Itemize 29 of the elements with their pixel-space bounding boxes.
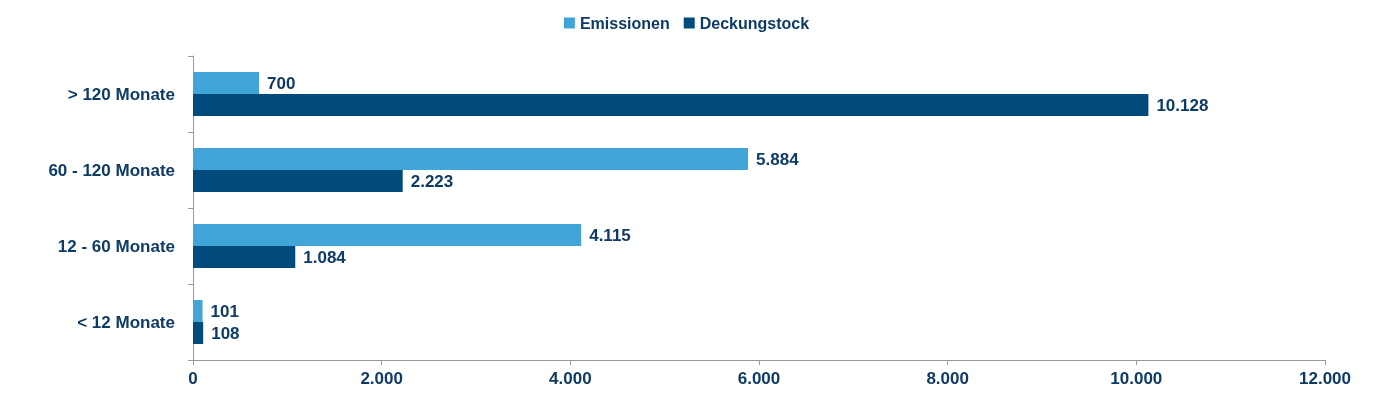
x-tick-label: 6.000 xyxy=(737,369,781,388)
bar xyxy=(193,224,582,246)
bar xyxy=(193,72,260,94)
legend-label: Deckungstock xyxy=(699,14,810,32)
bar xyxy=(193,300,203,322)
bar xyxy=(193,148,749,170)
x-tick-label: 2.000 xyxy=(360,369,403,388)
data-label: 1.084 xyxy=(303,247,347,267)
x-tick-label: 4.000 xyxy=(549,369,592,388)
legend-label: Emissionen xyxy=(579,14,670,32)
data-label: 4.115 xyxy=(589,225,631,245)
data-label: 108 xyxy=(211,323,240,343)
data-label: 2.223 xyxy=(410,171,454,191)
bar xyxy=(193,246,296,268)
x-tick-label: 10.000 xyxy=(1110,369,1163,388)
x-tick-label: 8.000 xyxy=(926,369,969,388)
bar xyxy=(193,94,1149,116)
y-tick-label: 12 - 60 Monate xyxy=(57,236,175,256)
bar xyxy=(193,322,204,344)
x-tick-label: 0 xyxy=(188,369,198,388)
y-tick-label: > 120 Monate xyxy=(67,84,175,104)
data-label: 101 xyxy=(210,301,239,321)
data-label: 5.884 xyxy=(756,149,800,169)
bar xyxy=(193,170,403,192)
y-tick-label: 60 - 120 Monate xyxy=(48,160,175,180)
data-label: 10.128 xyxy=(1156,95,1209,115)
x-tick-label: 12.000 xyxy=(1299,369,1351,388)
data-label: 700 xyxy=(267,73,296,93)
y-tick-label: < 12 Monate xyxy=(77,312,175,332)
